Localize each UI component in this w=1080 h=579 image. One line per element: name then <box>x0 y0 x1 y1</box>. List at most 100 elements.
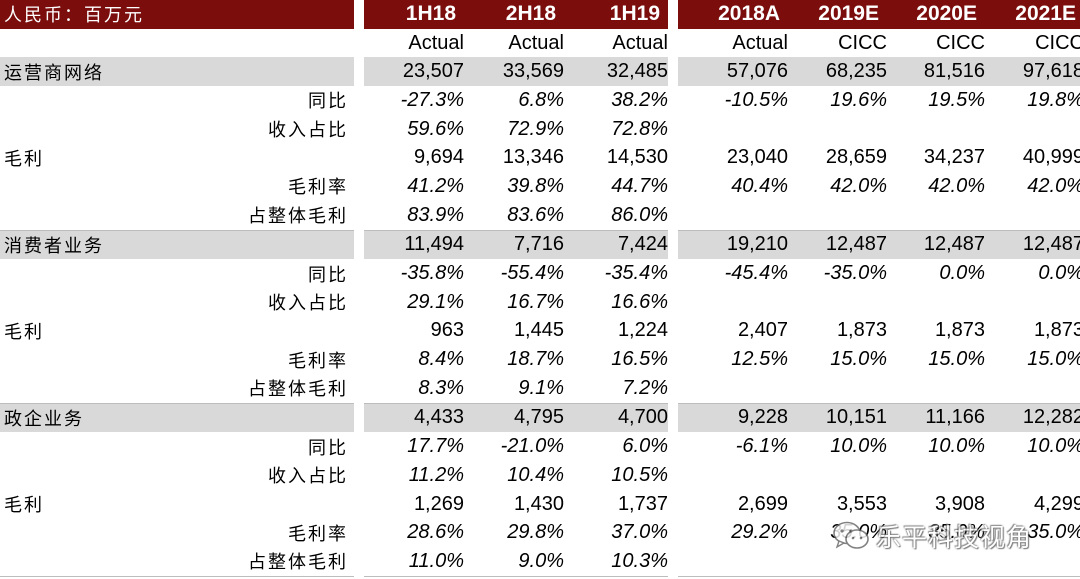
source-cell: Actual <box>612 31 668 54</box>
value-cell: 1,873 <box>836 319 887 342</box>
column-gap <box>668 259 678 288</box>
column-gap <box>668 143 678 172</box>
value-cell: 59.6% <box>407 117 464 140</box>
value-cell: 1,445 <box>513 319 564 342</box>
value-cell: 10.0% <box>1027 435 1080 458</box>
value-cell: 8.3% <box>364 373 464 404</box>
column-gap <box>668 461 678 490</box>
value-cell <box>985 373 1080 404</box>
value-cell: 19.8% <box>1027 88 1080 111</box>
section-label: 运营商网络 <box>0 57 354 87</box>
value-cell: -55.4% <box>500 262 564 285</box>
column-gap <box>354 317 364 346</box>
revenue-share-row: 收入占比 59.6% 72.9% 72.8% <box>0 115 1080 144</box>
column-gap <box>668 57 678 87</box>
value-cell: 19.5% <box>928 88 985 111</box>
value-cell: 35.0% <box>1027 521 1080 544</box>
value-cell <box>887 200 985 231</box>
period-header: 2H18 <box>464 0 564 29</box>
value-cell: 15.0% <box>830 348 887 371</box>
value-cell: 13,346 <box>502 146 564 169</box>
gp-share-row: 占整体毛利 8.3% 9.1% 7.2% <box>0 373 1080 404</box>
source-cell: Actual <box>408 31 464 54</box>
value-cell: 40.4% <box>731 174 788 197</box>
value-cell: 23,507 <box>364 57 464 87</box>
column-gap <box>354 201 364 230</box>
gross-profit-row: 毛利 963 1,445 1,224 2,407 1,873 1,873 1,873 <box>0 317 1080 346</box>
value-cell: 83.6% <box>464 200 564 231</box>
source-cell: CICC <box>838 31 887 54</box>
value-cell: 28.6% <box>407 521 464 544</box>
column-gap <box>668 230 678 260</box>
gp-share-label: 占整体毛利 <box>0 200 354 231</box>
value-cell: 10.0% <box>928 435 985 458</box>
gross-margin-row: 毛利率 8.4% 18.7% 16.5% 12.5% 15.0% 15.0% 15.0% <box>0 345 1080 374</box>
column-gap <box>354 403 364 433</box>
column-gap <box>354 172 364 201</box>
value-cell <box>678 115 788 144</box>
value-cell: 11,166 <box>887 403 985 433</box>
value-cell: 23,040 <box>726 146 788 169</box>
revenue-share-row: 收入占比 11.2% 10.4% 10.5% <box>0 461 1080 490</box>
revenue-share-label: 收入占比 <box>268 120 348 142</box>
yoy-label: 同比 <box>308 437 348 459</box>
period-header: 2018A <box>678 0 788 29</box>
value-cell: 1,224 <box>617 319 668 342</box>
column-gap <box>668 374 678 403</box>
value-cell: 10.3% <box>564 547 668 577</box>
section-row: 政企业务 4,433 4,795 4,700 9,228 10,151 11,166 12,2… <box>0 403 1080 433</box>
column-gap <box>354 518 364 547</box>
value-cell <box>678 547 788 577</box>
value-cell: -35.4% <box>604 262 668 285</box>
section-row: 运营商网络 23,507 33,569 32,485 57,076 68,235 81,51… <box>0 57 1080 87</box>
value-cell <box>985 200 1080 231</box>
period-header: 2019E <box>788 0 887 29</box>
value-cell: 7.2% <box>564 373 668 404</box>
value-cell <box>887 461 985 490</box>
source-row: Actual Actual Actual Actual CICC CICC CI… <box>0 29 1080 58</box>
gross-profit-row: 毛利 9,694 13,346 14,530 23,040 28,659 34,237 40,… <box>0 143 1080 172</box>
period-header: 1H19 <box>564 0 668 29</box>
value-cell: -10.5% <box>724 88 788 111</box>
value-cell <box>985 547 1080 577</box>
value-cell: 29.1% <box>407 290 464 313</box>
value-cell: 1,430 <box>513 492 564 515</box>
value-cell: -35.8% <box>400 262 464 285</box>
value-cell: 42.0% <box>928 174 985 197</box>
value-cell: 10.0% <box>830 435 887 458</box>
value-cell: -21.0% <box>500 435 564 458</box>
value-cell: 16.5% <box>611 348 668 371</box>
value-cell: -27.3% <box>400 88 464 111</box>
gp-share-label: 占整体毛利 <box>0 547 354 577</box>
value-cell <box>985 461 1080 490</box>
value-cell: 4,299 <box>1033 492 1080 515</box>
value-cell: 2,407 <box>737 319 788 342</box>
source-cell: CICC <box>1035 31 1080 54</box>
value-cell: 37.0% <box>611 521 668 544</box>
column-gap <box>354 432 364 461</box>
value-cell: 19,210 <box>678 230 788 260</box>
value-cell: 6.8% <box>518 88 564 111</box>
column-gap <box>354 461 364 490</box>
column-gap <box>668 345 678 374</box>
value-cell: 28,659 <box>825 146 887 169</box>
value-cell: 38.2% <box>611 88 668 111</box>
yoy-row: 同比 -35.8% -55.4% -35.4% -45.4% -35.0% 0.0% 0.0% <box>0 259 1080 288</box>
column-gap <box>668 172 678 201</box>
column-gap <box>668 317 678 346</box>
gross-profit-label: 毛利 <box>4 148 44 170</box>
gp-share-row: 占整体毛利 11.0% 9.0% 10.3% <box>0 547 1080 577</box>
column-gap <box>354 490 364 519</box>
column-gap <box>354 345 364 374</box>
gp-share-label: 占整体毛利 <box>0 373 354 404</box>
gross-profit-label: 毛利 <box>4 321 44 343</box>
value-cell: 6.0% <box>622 435 668 458</box>
value-cell: 15.0% <box>928 348 985 371</box>
value-cell <box>788 115 887 144</box>
value-cell: -35.0% <box>823 262 887 285</box>
column-gap <box>354 143 364 172</box>
column-gap <box>668 403 678 433</box>
value-cell: 86.0% <box>564 200 668 231</box>
value-cell: 12,487 <box>887 230 985 260</box>
value-cell: 42.0% <box>1027 174 1080 197</box>
